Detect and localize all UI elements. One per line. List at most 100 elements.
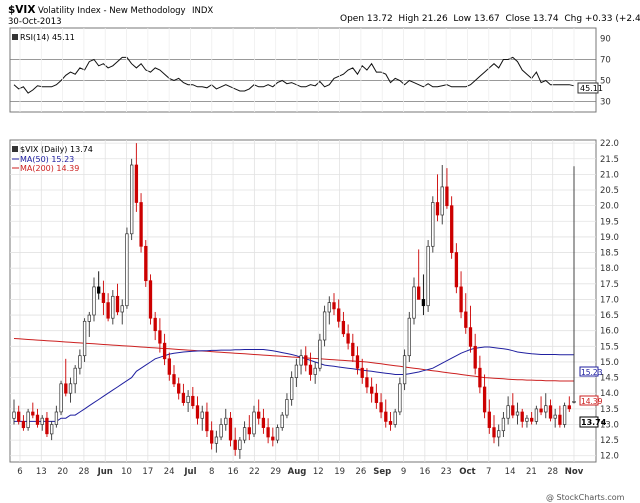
x-tick-label: 17 xyxy=(142,467,153,477)
candle-body xyxy=(370,386,374,394)
candle-body xyxy=(228,417,233,441)
candle-body xyxy=(191,395,195,407)
x-tick-label: 26 xyxy=(356,467,367,477)
ma50-last-box xyxy=(579,366,599,377)
candle-body xyxy=(511,405,515,416)
candle-body xyxy=(497,430,501,438)
symbol-title: $VIX xyxy=(8,4,35,16)
price-tick-label: 20.0 xyxy=(600,202,619,212)
ma200-last-label: 14.39 xyxy=(581,397,603,406)
candle-body xyxy=(299,355,303,366)
x-tick-label: 16 xyxy=(419,467,430,477)
candle-body xyxy=(407,317,411,357)
price-frame xyxy=(9,139,597,463)
candle-body xyxy=(482,386,487,413)
x-tick-label: 19 xyxy=(334,467,345,477)
candle-body xyxy=(459,286,463,313)
candle-body xyxy=(219,424,223,438)
candle-body xyxy=(534,408,539,422)
price-tick-label: 14.0 xyxy=(600,389,619,399)
x-tick-label: 21 xyxy=(526,467,537,477)
candle-body xyxy=(435,202,440,216)
candle-body xyxy=(355,355,360,369)
candle-body xyxy=(421,299,426,307)
rsi-tick-label: 30 xyxy=(600,98,611,108)
candle-body xyxy=(172,374,176,385)
legend-vix: $VIX (Daily) 13.74 xyxy=(20,145,93,154)
price-tick-label: 14.5 xyxy=(600,374,619,384)
candle-body xyxy=(553,414,557,419)
candle-body xyxy=(548,405,553,419)
price-legend: $VIX (Daily) 13.74 MA(50) 15.23 MA(200) … xyxy=(12,145,93,173)
candle-body xyxy=(247,427,251,435)
candle-body xyxy=(492,427,496,438)
price-tick-label: 18.0 xyxy=(600,264,619,274)
candle-body xyxy=(162,342,167,360)
candle-body xyxy=(73,367,77,385)
candle-body xyxy=(402,355,407,385)
rsi-tick-label: 90 xyxy=(600,35,611,45)
candle-body xyxy=(327,302,331,313)
candle-body xyxy=(242,427,247,441)
candle-body xyxy=(200,411,204,419)
candle-body xyxy=(558,414,562,425)
candle-body xyxy=(337,308,341,322)
candle-body xyxy=(167,358,171,375)
candle-body xyxy=(440,186,444,216)
price-tick-label: 15.5 xyxy=(600,342,619,352)
candle-body xyxy=(567,405,571,410)
candle-body xyxy=(271,436,275,441)
candle-body xyxy=(304,355,308,366)
candle-body xyxy=(332,302,336,310)
rsi-tick-label: 70 xyxy=(600,56,611,66)
candle-body xyxy=(101,292,106,303)
candle-body xyxy=(158,330,162,344)
candle-body xyxy=(290,377,294,400)
price-tick-label: 19.0 xyxy=(600,233,619,243)
candle-body xyxy=(398,383,402,413)
candle-body xyxy=(520,411,524,422)
x-tick-label: 12 xyxy=(313,467,324,477)
price-tick-label: 21.5 xyxy=(600,155,619,165)
candle-body xyxy=(17,411,21,422)
price-tick-label: 17.5 xyxy=(600,280,619,290)
candle-body xyxy=(210,430,214,444)
legend-ma200: MA(200) 14.39 xyxy=(20,164,79,173)
candle-body xyxy=(148,280,153,319)
candle-body xyxy=(379,402,383,413)
candle-body xyxy=(40,417,44,425)
x-tick-label: 28 xyxy=(79,467,90,477)
price-tick-label: 20.5 xyxy=(600,186,619,196)
candle-body xyxy=(54,411,59,425)
x-tick-label: Oct xyxy=(459,467,475,477)
exchange-label: INDX xyxy=(192,6,213,16)
ma200-last-box xyxy=(579,395,599,406)
candle-body xyxy=(106,302,110,319)
candle-body xyxy=(266,427,270,438)
candle-body xyxy=(501,417,506,432)
candle-body xyxy=(525,417,529,422)
candle-body xyxy=(530,417,534,422)
candle-body xyxy=(487,411,491,428)
price-tick-label: 16.5 xyxy=(600,311,619,321)
candle-body xyxy=(572,401,576,403)
candle-body xyxy=(417,286,421,300)
candle-body xyxy=(275,427,280,441)
instrument-name: Volatility Index - New Methodology xyxy=(38,6,186,16)
x-tick-label: Jul xyxy=(183,467,196,477)
candle-body xyxy=(351,342,355,357)
candle-body xyxy=(205,411,209,432)
candle-body xyxy=(468,327,473,347)
candle-body xyxy=(562,405,567,425)
rsi-tick-label: 50 xyxy=(600,77,611,87)
price-tick-label: 22.0 xyxy=(600,139,619,149)
candle-body xyxy=(233,439,237,450)
candle-body xyxy=(35,414,40,425)
rsi-icon xyxy=(12,34,18,40)
candle-body xyxy=(177,383,181,394)
price-tick-label: 16.0 xyxy=(600,327,619,337)
candle-body xyxy=(346,333,350,344)
x-tick-label: 23 xyxy=(441,467,452,477)
candle-body xyxy=(445,186,449,207)
price-tick-label: 12.5 xyxy=(600,436,619,446)
